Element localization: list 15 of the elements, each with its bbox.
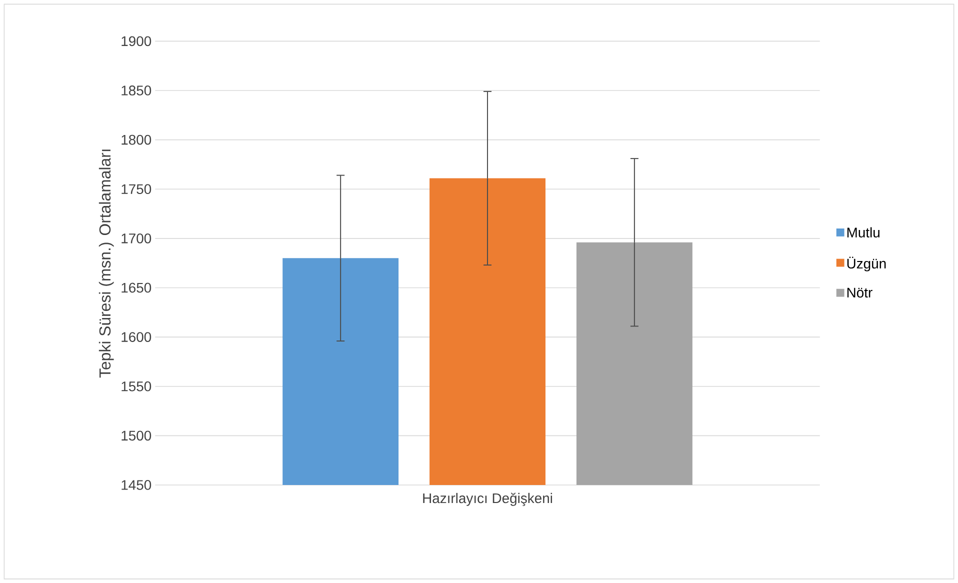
y-tick-label: 1600 [122, 332, 152, 342]
y-tick-label: 1900 [122, 36, 152, 46]
y-tick-label: 1800 [122, 134, 152, 145]
y-tick-label: 1500 [122, 430, 152, 441]
legend-label: Nötr [847, 288, 872, 298]
y-axis-title: Tepki Süresi (msn.) Ortalamaları [98, 150, 114, 378]
y-tick-label: 1450 [122, 480, 152, 490]
y-tick-label: 1700 [122, 233, 152, 244]
x-tick-label: Hazırlayıcı Değişkeni [423, 492, 552, 506]
legend-label: Üzgün [847, 256, 886, 272]
y-tick-label: 1850 [122, 85, 152, 96]
y-tick-label: 1550 [122, 381, 152, 392]
legend-label: Mutlu [847, 227, 880, 238]
y-tick-label: 1750 [122, 184, 152, 194]
y-tick-label: 1650 [122, 282, 152, 293]
